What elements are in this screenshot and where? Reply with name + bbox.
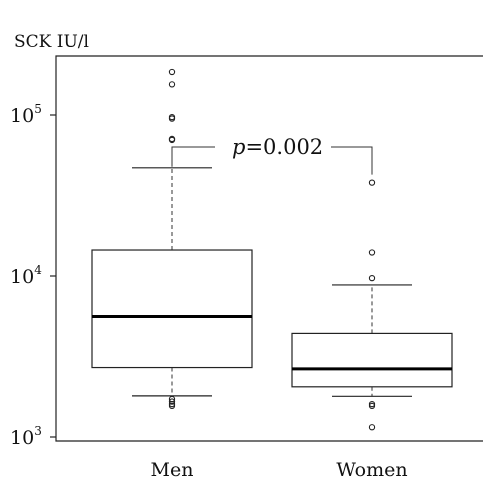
y-tick-label: 105 — [10, 102, 42, 127]
outlier-point — [368, 424, 376, 431]
outlier-point — [168, 395, 176, 403]
outlier-point — [368, 274, 376, 282]
y-tick-label: 104 — [10, 263, 42, 288]
x-axis-categories: Men Women — [151, 459, 408, 479]
x-category-label: Women — [336, 459, 407, 479]
iqr-box — [291, 332, 453, 388]
plot-area — [55, 55, 483, 442]
outlier-point — [168, 113, 176, 121]
iqr-box — [91, 249, 253, 369]
outlier-point — [368, 179, 376, 186]
y-tick-label: 103 — [10, 424, 42, 449]
outlier-point — [168, 398, 176, 405]
outlier-point — [368, 249, 376, 256]
p-value-label: p=0.002 — [232, 135, 323, 159]
bracket-left — [171, 146, 215, 167]
bracket-right — [331, 146, 373, 175]
y-axis-unit-label: SCK IU/l — [14, 32, 89, 52]
outlier-point — [368, 400, 376, 408]
outlier-point — [168, 135, 176, 143]
y-axis-ticks: 103 104 105 — [10, 102, 56, 449]
plot-frame — [55, 55, 483, 442]
outlier-point — [168, 81, 176, 88]
outlier-point — [168, 68, 176, 76]
box-men — [91, 68, 253, 410]
box-women — [291, 179, 453, 431]
x-category-label: Men — [151, 459, 194, 479]
significance-annotation: p=0.002 — [171, 135, 373, 175]
